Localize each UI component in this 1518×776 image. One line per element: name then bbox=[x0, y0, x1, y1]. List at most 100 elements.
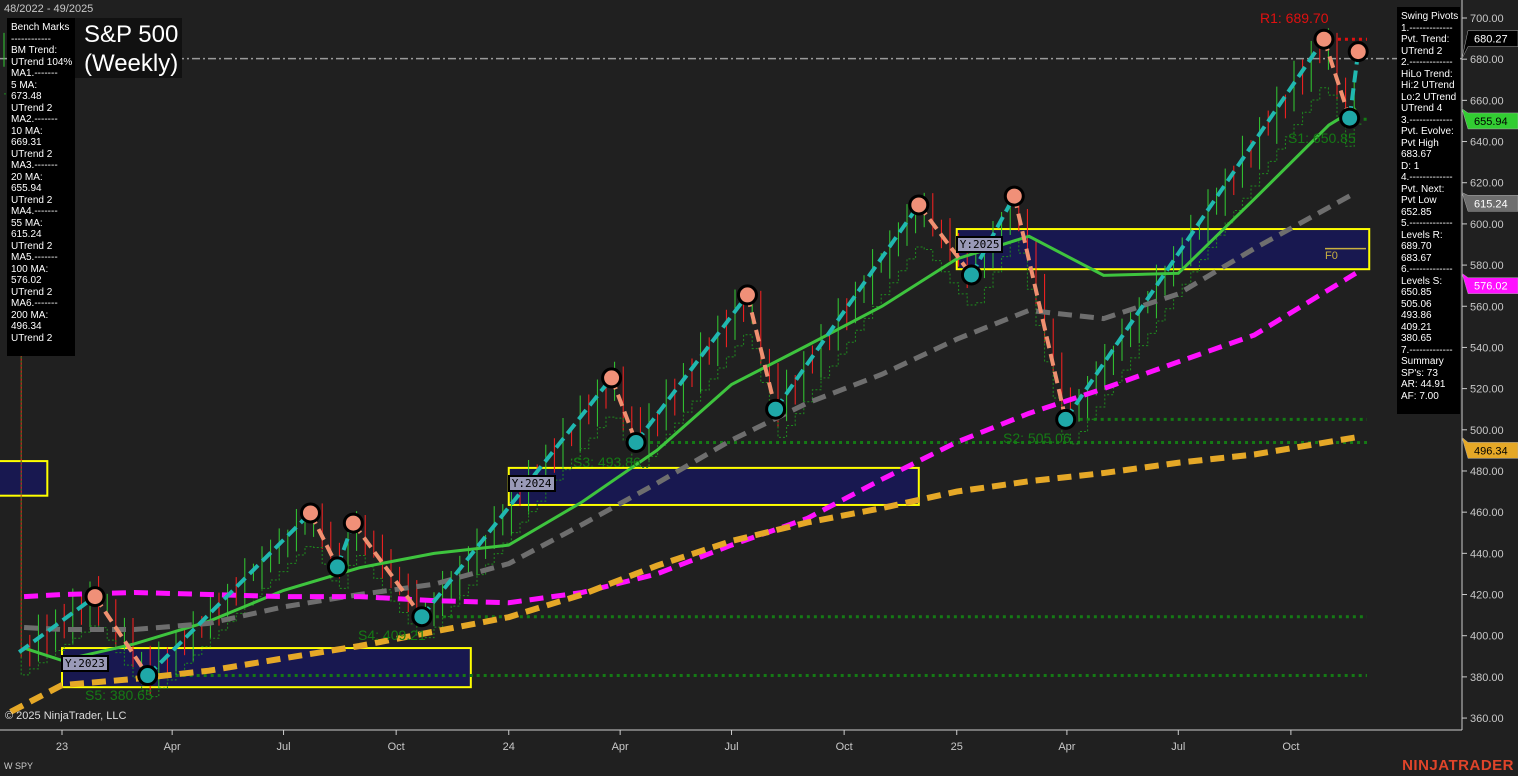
pivots-line: Hi:2 UTrend bbox=[1401, 80, 1455, 91]
y-tick-label: 620.00 bbox=[1470, 178, 1504, 190]
x-tick-label: 25 bbox=[951, 741, 963, 753]
pivot-high-marker bbox=[84, 586, 106, 608]
yearly-zone-label: Y:2024 bbox=[507, 474, 556, 492]
pivots-line: 650.85 bbox=[1401, 287, 1432, 298]
bench-line: 200 MA: bbox=[11, 309, 49, 321]
bench-line: UTrend 104% bbox=[11, 56, 73, 68]
price-tag-label: 615.24 bbox=[1474, 198, 1508, 210]
pivots-line: Pvt. Trend: bbox=[1401, 34, 1450, 45]
swing-down-leg bbox=[609, 377, 638, 444]
x-tick-label: Oct bbox=[388, 741, 405, 753]
pivots-line: UTrend 4 bbox=[1401, 103, 1443, 114]
bench-line: UTrend 2 bbox=[11, 286, 53, 298]
pivots-line: HiLo Trend: bbox=[1401, 68, 1453, 80]
bench-line: Bench Marks bbox=[11, 22, 70, 33]
price-tag-label: 496.34 bbox=[1474, 445, 1508, 457]
pivots-line: Pvt. Next: bbox=[1401, 183, 1445, 195]
bench-line: 10 MA: bbox=[11, 125, 43, 137]
pivots-line: 505.06 bbox=[1401, 298, 1432, 310]
pivot-high-marker bbox=[601, 367, 623, 389]
y-tick-label: 600.00 bbox=[1470, 219, 1504, 231]
price-tag bbox=[1461, 108, 1518, 130]
y-tick-label: 380.00 bbox=[1470, 672, 1504, 684]
pivot-high-marker bbox=[299, 502, 321, 524]
x-tick-label: Apr bbox=[164, 741, 181, 753]
level-label-s1: S1: 650.85 bbox=[1288, 130, 1356, 146]
y-tick-label: 440.00 bbox=[1470, 548, 1504, 560]
pivots-line: 5.------------- bbox=[1401, 218, 1453, 229]
y-tick-label: 680.00 bbox=[1470, 54, 1504, 66]
y-tick-label: 700.00 bbox=[1470, 13, 1504, 25]
price-tag-label: 576.02 bbox=[1474, 281, 1508, 293]
price-tag-label: 655.94 bbox=[1474, 116, 1508, 128]
swing-pivots-panel: Swing Pivots 1.------------- Pvt. Trend: UT… bbox=[1397, 7, 1460, 414]
swing-up-leg bbox=[634, 293, 750, 444]
swing-down-leg bbox=[1012, 195, 1068, 420]
swing-down-leg bbox=[1322, 38, 1352, 119]
y-tick-label: 660.00 bbox=[1470, 95, 1504, 107]
moving-average-55-ma bbox=[23, 190, 1357, 633]
y-tick-label: 560.00 bbox=[1470, 301, 1504, 313]
bench-line: 496.34 bbox=[11, 321, 42, 332]
moving-average-20-ma bbox=[23, 107, 1357, 662]
bench-line: UTrend 2 bbox=[11, 240, 53, 252]
bench-line: ------------ bbox=[11, 33, 51, 45]
bench-line: MA4.------- bbox=[11, 206, 58, 217]
bench-line: MA2.------- bbox=[11, 114, 58, 125]
y-tick-label: 480.00 bbox=[1470, 466, 1504, 478]
title-line-1: S&P 500 bbox=[84, 21, 179, 48]
bench-line: 576.02 bbox=[11, 275, 42, 286]
level-label-s4: S4: 409.21 bbox=[358, 627, 426, 643]
pivots-line: Pvt High bbox=[1401, 137, 1439, 149]
yearly-zone bbox=[0, 460, 49, 497]
x-tick-label: Jul bbox=[277, 741, 291, 753]
pivots-line: 3.------------- bbox=[1401, 114, 1453, 126]
moving-average-100-ma bbox=[23, 271, 1358, 606]
bench-line: 615.24 bbox=[11, 229, 42, 240]
pivots-line: 4.------------- bbox=[1401, 172, 1453, 183]
swing-down-leg bbox=[93, 595, 150, 677]
pivots-line: 7.------------- bbox=[1401, 344, 1453, 356]
swing-down-leg bbox=[917, 203, 974, 277]
pivots-line: Summary bbox=[1401, 356, 1444, 367]
y-tick-label: 540.00 bbox=[1470, 342, 1504, 354]
bench-line: 55 MA: bbox=[11, 217, 43, 229]
pivot-high-marker bbox=[342, 512, 364, 534]
pivots-line: 6.------------- bbox=[1401, 264, 1453, 275]
pivot-low-marker bbox=[625, 431, 647, 453]
level-label-r1: R1: 689.70 bbox=[1260, 10, 1329, 26]
pivots-line: Levels R: bbox=[1401, 229, 1443, 241]
copyright: © 2025 NinjaTrader, LLC bbox=[5, 710, 127, 722]
bench-line: BM Trend: bbox=[11, 45, 58, 56]
level-label-s3: S3: 493.86 bbox=[573, 454, 641, 470]
x-tick-label: Jul bbox=[1171, 741, 1185, 753]
price-tag bbox=[1461, 30, 1518, 59]
swing-down-leg bbox=[351, 521, 424, 618]
bench-line: UTrend 2 bbox=[11, 332, 53, 344]
swing-up-leg bbox=[17, 594, 97, 654]
bench-line: 20 MA: bbox=[11, 171, 43, 183]
bench-line: UTrend 2 bbox=[11, 102, 53, 114]
y-tick-label: 640.00 bbox=[1470, 137, 1504, 149]
bench-line: MA3.------- bbox=[11, 160, 58, 171]
pivots-line: Swing Pivots bbox=[1401, 11, 1459, 22]
pivot-low-marker bbox=[326, 556, 348, 578]
yearly-zone bbox=[507, 466, 920, 506]
bench-line: MA1.------- bbox=[11, 68, 58, 79]
title-line-2: (Weekly) bbox=[84, 50, 179, 77]
x-tick-label: Apr bbox=[1058, 741, 1075, 753]
ninjatrader-logo: NINJATRADER bbox=[1402, 757, 1514, 774]
bench-line: MA5.------- bbox=[11, 252, 58, 263]
swing-up-leg bbox=[773, 203, 921, 411]
price-tag bbox=[1461, 436, 1518, 459]
y-tick-label: 580.00 bbox=[1470, 260, 1504, 272]
pivots-line: Pvt Low bbox=[1401, 195, 1437, 206]
swing-up-leg bbox=[969, 195, 1017, 276]
x-tick-label: 24 bbox=[503, 741, 515, 753]
pivots-line: AR: 44.91 bbox=[1401, 379, 1446, 390]
symbol-label: W SPY bbox=[4, 761, 34, 771]
bench-line: 655.94 bbox=[11, 183, 42, 194]
bench-line: UTrend 2 bbox=[11, 194, 53, 206]
trailing-stop-line bbox=[4, 87, 1363, 698]
